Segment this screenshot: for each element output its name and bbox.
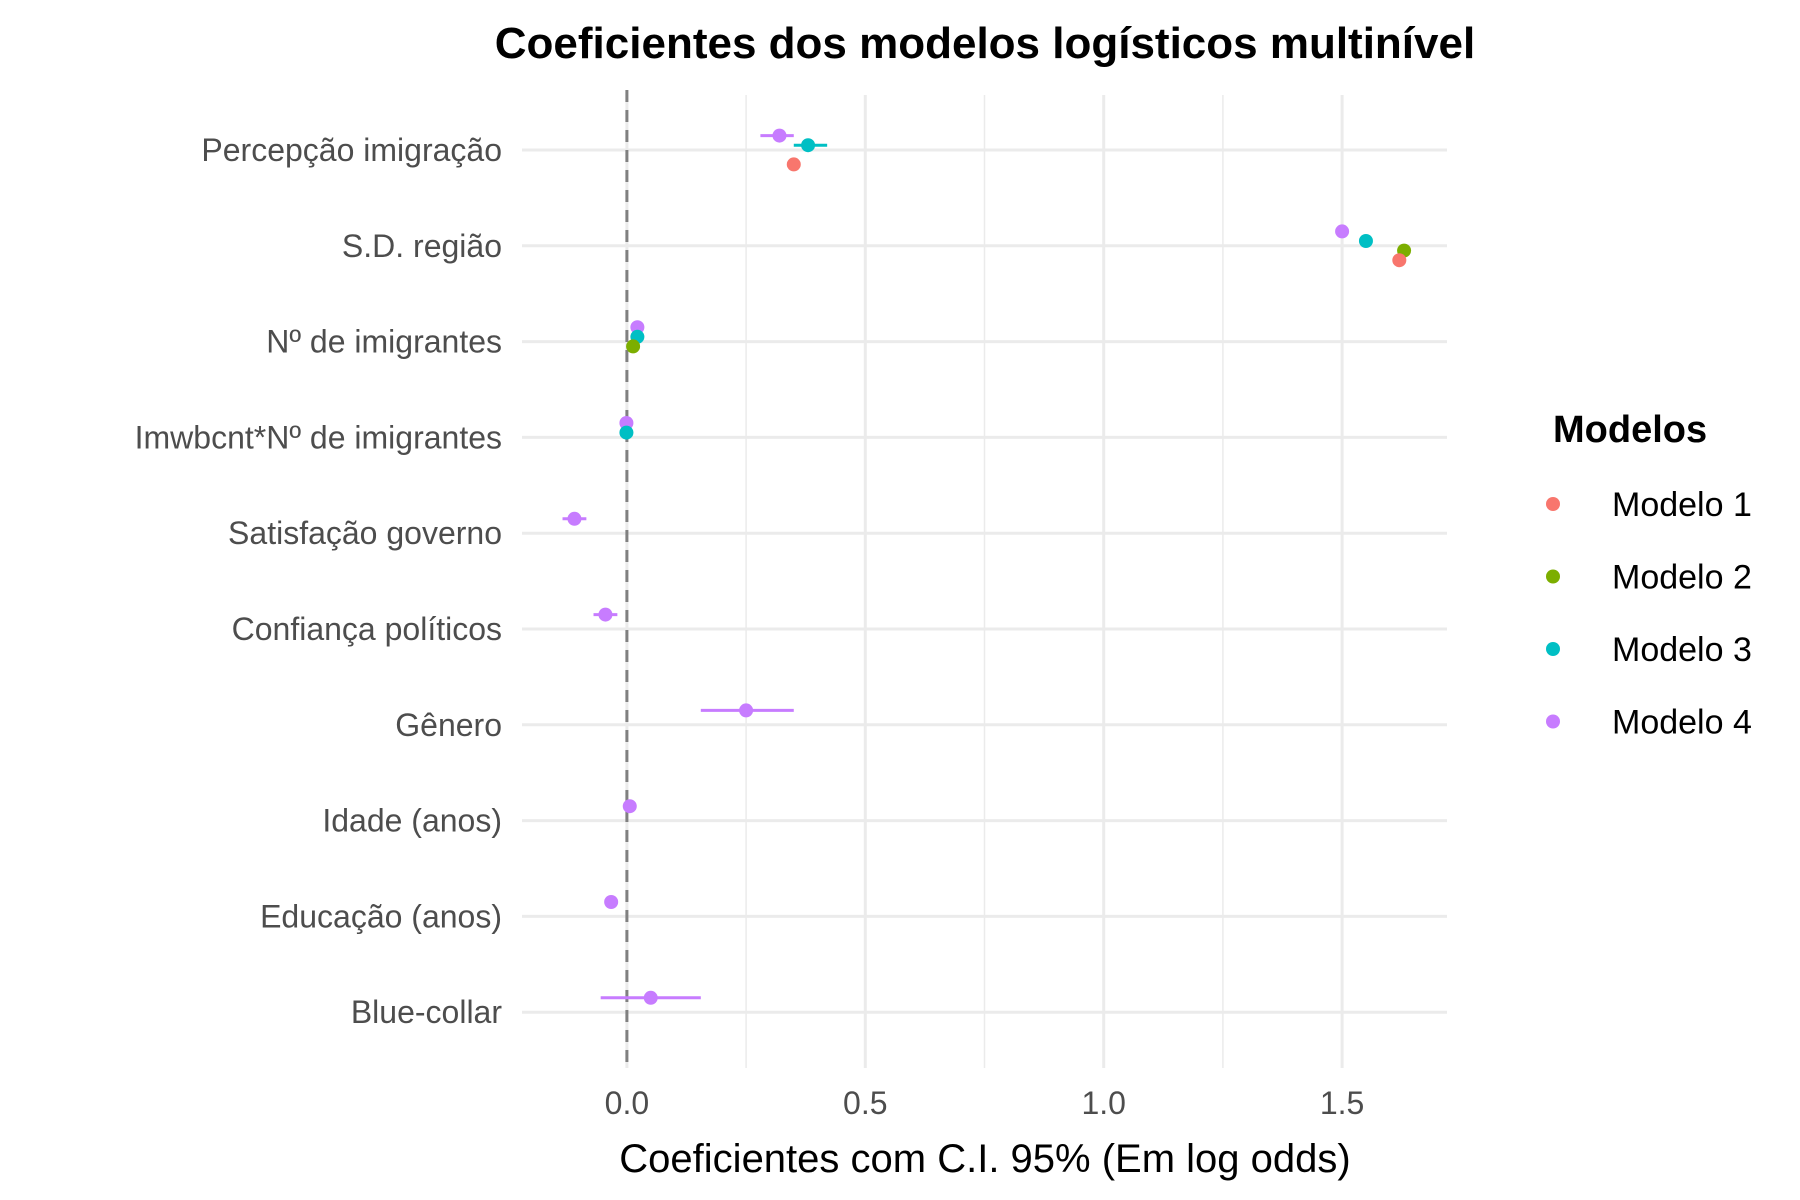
category-label: S.D. região [342, 228, 502, 264]
legend-label: Modelo 2 [1612, 559, 1752, 597]
category-label: Nº de imigrantes [266, 324, 502, 360]
coefficient-point [1335, 224, 1350, 239]
coefficient-point [1392, 253, 1407, 268]
legend-key [1546, 714, 1560, 729]
category-label: Satisfação governo [228, 515, 502, 551]
coefficient-point [567, 511, 582, 526]
coefficient-point [619, 425, 634, 440]
x-tick-label: 1.0 [1081, 1085, 1125, 1121]
legend: Modelos Modelo 1 Modelo 2 Modelo 3 Modelo 4 [1546, 409, 1752, 742]
coefficient-point [772, 128, 787, 143]
coefficient-point [739, 703, 754, 718]
coefficient-point [604, 895, 619, 909]
category-label: Percepção imigração [201, 132, 502, 168]
category-label: Confiança políticos [232, 611, 502, 647]
category-label: Educação (anos) [260, 898, 502, 934]
x-axis-label: Coeficientes com C.I. 95% (Em log odds) [619, 1137, 1350, 1181]
coefficient-point [622, 799, 637, 814]
legend-key [1546, 642, 1560, 656]
category-label: Gênero [395, 707, 502, 743]
coefficient-marks [562, 128, 1412, 1005]
x-tick-label: 0.0 [605, 1085, 649, 1121]
legend-key [1546, 569, 1560, 584]
legend-label: Modelo 4 [1612, 704, 1752, 742]
legend-key [1546, 497, 1560, 511]
coefficient-point [626, 339, 641, 354]
coefficient-point [619, 416, 634, 430]
coefficient-point [643, 990, 658, 1005]
legend-label: Modelo 3 [1612, 631, 1752, 669]
x-tick-label: 0.5 [843, 1085, 887, 1121]
grid-lines [522, 95, 1447, 1068]
coefficient-point [598, 607, 613, 622]
x-tick-labels: 0.0 0.5 1.0 1.5 [605, 1085, 1365, 1121]
coefficient-point [786, 157, 801, 172]
coefficient-point [1358, 234, 1373, 248]
category-labels: Percepção imigração S.D. região Nº de imig… [135, 132, 503, 1030]
category-label: Idade (anos) [322, 803, 502, 839]
legend-title: Modelos [1553, 409, 1707, 451]
category-label: Blue-collar [351, 994, 503, 1030]
x-tick-label: 1.5 [1320, 1085, 1364, 1121]
category-label: Imwbcnt*Nº de imigrantes [135, 419, 502, 455]
coefficient-point [630, 320, 645, 335]
chart-title: Coeficientes dos modelos logísticos mult… [495, 19, 1475, 68]
legend-label: Modelo 1 [1612, 486, 1752, 524]
coefficient-point [801, 138, 816, 153]
